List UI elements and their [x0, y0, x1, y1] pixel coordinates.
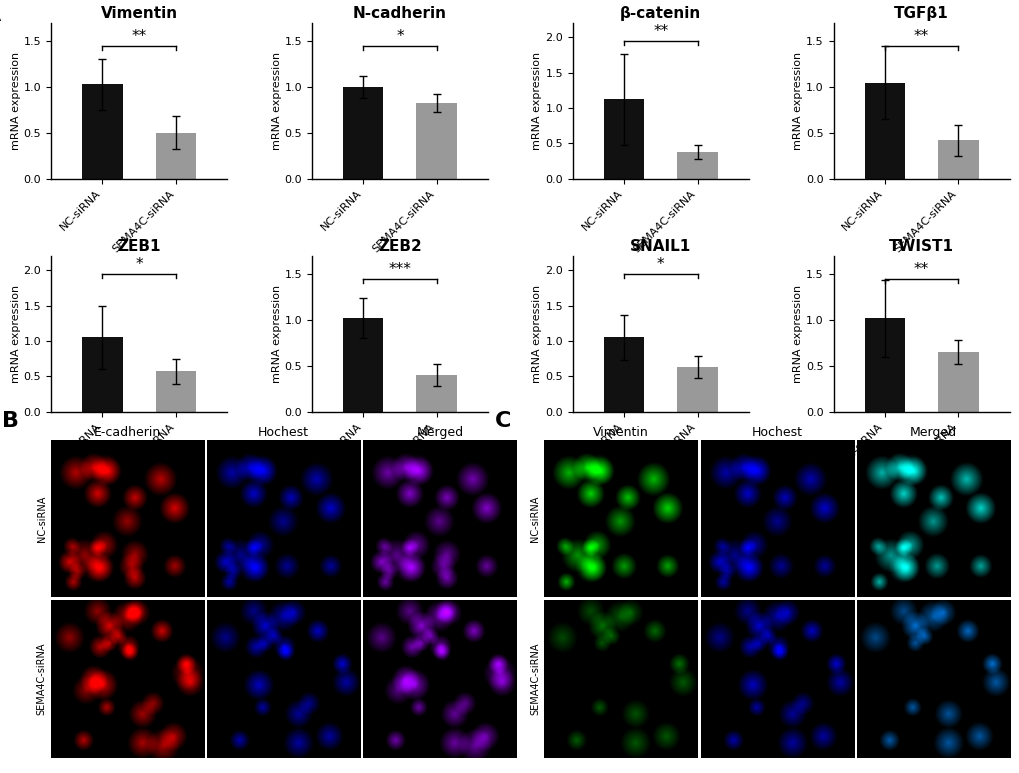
Text: *: * — [395, 29, 404, 45]
Y-axis label: mRNA expression: mRNA expression — [11, 284, 20, 383]
Y-axis label: mRNA expression: mRNA expression — [11, 52, 20, 150]
Title: Hochest: Hochest — [258, 426, 309, 438]
Bar — [342, 87, 383, 179]
Title: TGFβ1: TGFβ1 — [894, 5, 948, 21]
Bar — [603, 337, 644, 411]
Bar — [603, 100, 644, 179]
Bar — [416, 375, 457, 411]
Title: Vimentin: Vimentin — [592, 426, 648, 438]
Title: ZEB1: ZEB1 — [117, 239, 161, 254]
Text: C: C — [495, 411, 512, 431]
Bar — [937, 352, 977, 411]
Bar — [864, 318, 904, 411]
Title: TWIST1: TWIST1 — [889, 239, 953, 254]
Title: N-cadherin: N-cadherin — [353, 5, 446, 21]
Bar — [937, 140, 977, 179]
Title: E-cadherin: E-cadherin — [94, 426, 161, 438]
Text: **: ** — [652, 24, 667, 39]
Bar — [416, 103, 457, 179]
Text: **: ** — [131, 29, 147, 45]
Title: Hochest: Hochest — [751, 426, 802, 438]
Title: ZEB2: ZEB2 — [378, 239, 422, 254]
Bar — [156, 133, 196, 179]
Text: B: B — [2, 411, 19, 431]
Y-axis label: NC-siRNA: NC-siRNA — [530, 495, 540, 542]
Title: SNAIL1: SNAIL1 — [630, 239, 691, 254]
Y-axis label: mRNA expression: mRNA expression — [532, 52, 542, 150]
Y-axis label: SEMA4C-siRNA: SEMA4C-siRNA — [530, 642, 540, 715]
Text: *: * — [136, 257, 143, 272]
Text: *: * — [656, 257, 664, 272]
Title: Merged: Merged — [416, 426, 463, 438]
Title: Merged: Merged — [909, 426, 956, 438]
Y-axis label: mRNA expression: mRNA expression — [271, 284, 281, 383]
Text: A: A — [0, 5, 1, 25]
Text: **: ** — [913, 263, 928, 278]
Bar — [342, 318, 383, 411]
Y-axis label: mRNA expression: mRNA expression — [532, 284, 542, 383]
Text: **: ** — [913, 29, 928, 45]
Bar — [677, 152, 717, 179]
Y-axis label: mRNA expression: mRNA expression — [793, 52, 803, 150]
Y-axis label: mRNA expression: mRNA expression — [271, 52, 281, 150]
Title: Vimentin: Vimentin — [101, 5, 177, 21]
Bar — [83, 337, 122, 411]
Title: β-catenin: β-catenin — [620, 5, 701, 21]
Y-axis label: mRNA expression: mRNA expression — [793, 284, 803, 383]
Y-axis label: NC-siRNA: NC-siRNA — [37, 495, 47, 542]
Bar — [677, 367, 717, 411]
Bar — [864, 83, 904, 179]
Bar — [156, 371, 196, 411]
Bar — [83, 84, 122, 179]
Text: ***: *** — [388, 263, 411, 278]
Y-axis label: SEMA4C-siRNA: SEMA4C-siRNA — [37, 642, 47, 715]
